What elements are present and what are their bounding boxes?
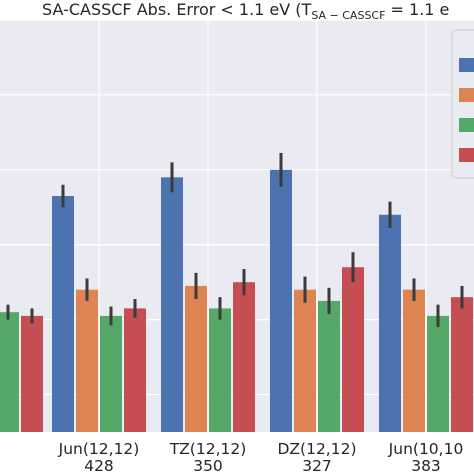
title-tail: = 1.1 e [385, 0, 449, 19]
bars [0, 169, 473, 432]
bar [403, 289, 425, 432]
bar [185, 285, 207, 432]
legend-swatch [459, 148, 474, 162]
bar [379, 214, 401, 432]
legend [451, 29, 474, 179]
chart-title-text: SA-CASSCF Abs. Error < 1.1 eV (TSA − CAS… [42, 0, 449, 22]
bar [233, 282, 255, 432]
legend-swatch [459, 58, 474, 72]
legend-swatch [459, 88, 474, 102]
bar [21, 315, 43, 432]
chart-title: SA-CASSCF Abs. Error < 1.1 eV (TSA − CAS… [42, 0, 449, 22]
bar [451, 297, 473, 432]
x-tick-labels: Jun(12,12)428 TZ(12,12)350 DZ(12,12)327 Jun… [58, 440, 464, 474]
title-main: SA-CASSCF Abs. Error < 1.1 eV (T [42, 0, 312, 19]
x-tick-count: 383 [411, 457, 441, 474]
x-tick-label: DZ(12,12) [277, 440, 356, 458]
legend-swatch [459, 118, 474, 132]
bar [270, 169, 292, 432]
bar [161, 177, 183, 432]
bar [294, 289, 316, 432]
bar [100, 315, 122, 432]
error-bars [6, 152, 464, 328]
title-subscript: SA − CASSCF [311, 9, 385, 22]
bar [76, 289, 98, 432]
x-tick-label: TZ(12,12) [169, 440, 247, 458]
bar [52, 196, 74, 432]
bar [209, 308, 231, 432]
bar [342, 267, 364, 432]
x-tick-count: 428 [84, 457, 114, 474]
bar [124, 308, 146, 432]
x-tick-label: Jun(12,12) [58, 440, 140, 458]
bar [427, 315, 449, 432]
x-tick-label: Jun(10,10 [388, 440, 464, 458]
bar [0, 312, 19, 432]
bar [318, 300, 340, 432]
x-tick-count: 350 [193, 457, 223, 474]
x-tick-count: 327 [302, 457, 332, 474]
